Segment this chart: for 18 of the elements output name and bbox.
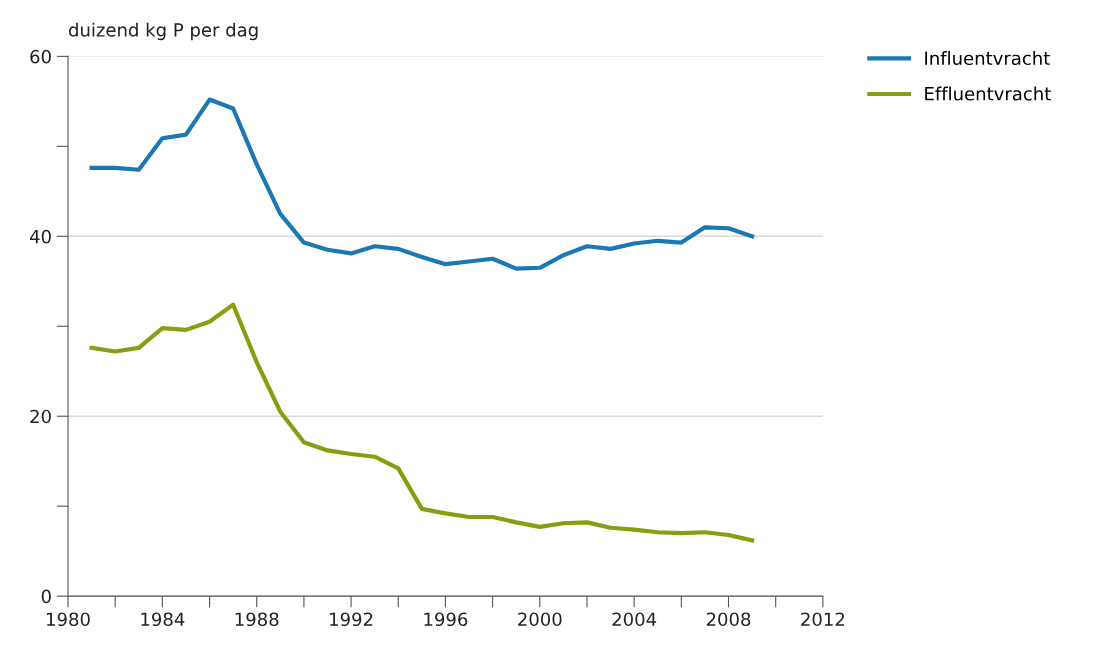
x-tick-label: 1988 — [235, 612, 279, 627]
x-tick-label: 2004 — [612, 612, 657, 627]
x-tick-label: 1984 — [141, 612, 185, 627]
x-tick-label: 1996 — [424, 612, 468, 627]
legend-label: Influentvracht — [925, 51, 1050, 66]
x-tick-label: 2008 — [706, 612, 751, 627]
x-tick-label: 2000 — [518, 612, 562, 627]
y-tick-label: 40 — [29, 229, 51, 244]
y-tick-label: 20 — [30, 409, 51, 424]
y-tick-label: 60 — [30, 49, 51, 64]
y-axis-title: duizend kg P per dag — [69, 22, 258, 41]
x-tick-label: 1992 — [330, 612, 373, 627]
x-tick-label: 2012 — [801, 612, 845, 627]
x-tick-label: 1980 — [47, 612, 90, 627]
line-series — [89, 302, 755, 543]
legend-label: Effluentvracht — [925, 86, 1051, 101]
y-tick-label: 0 — [41, 589, 51, 604]
line-series — [89, 97, 755, 271]
